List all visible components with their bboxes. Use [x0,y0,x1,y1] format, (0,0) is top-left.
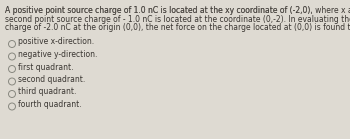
Text: A positive point source charge of 1.0 nC is located at the xy coordinate of (-2,: A positive point source charge of 1.0 nC… [5,6,315,15]
Text: A positive point source charge of 1.0 nC is located at the xy coordinate of (-2,: A positive point source charge of 1.0 nC… [5,6,315,15]
Text: positive x-direction.: positive x-direction. [19,38,94,47]
Text: fourth quadrant.: fourth quadrant. [19,100,82,109]
Text: charge of -2.0 nC at the origin (0,0), the net force on the charge located at (0: charge of -2.0 nC at the origin (0,0), t… [5,23,350,32]
Text: third quadrant.: third quadrant. [19,87,77,96]
Text: negative y-direction.: negative y-direction. [19,50,98,59]
Text: second point source charge of - 1.0 nC is located at the coordinate (0,-2). In e: second point source charge of - 1.0 nC i… [5,14,350,23]
Text: A positive point source charge of 1.0 nC is located at the xy coordinate of (-2,: A positive point source charge of 1.0 nC… [5,6,350,15]
Text: second quadrant.: second quadrant. [19,75,86,84]
Text: first quadrant.: first quadrant. [19,63,74,71]
